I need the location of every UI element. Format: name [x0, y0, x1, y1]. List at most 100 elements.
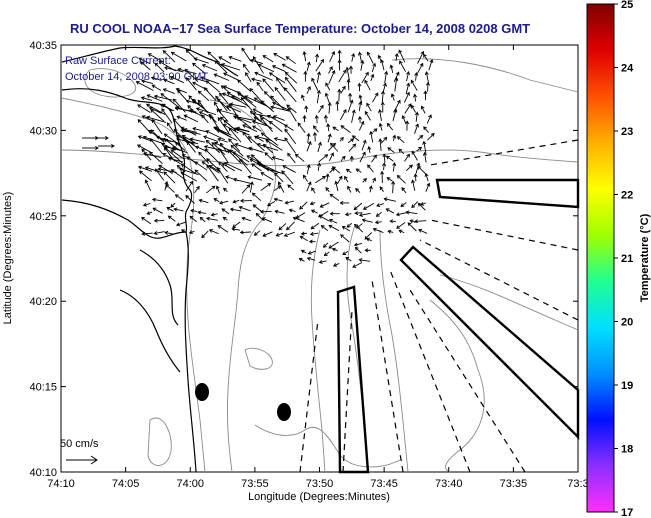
current-vector — [309, 201, 316, 206]
current-vector — [401, 187, 407, 194]
current-vector — [345, 66, 350, 81]
x-tick-label: 73:3 — [567, 478, 588, 490]
current-vector — [328, 224, 340, 232]
current-vector — [320, 224, 329, 232]
current-vector — [344, 212, 352, 217]
current-vector — [348, 65, 354, 74]
current-vector — [181, 229, 187, 234]
current-vector — [340, 125, 351, 133]
current-vector — [425, 182, 431, 192]
current-vector — [423, 90, 428, 101]
current-vector — [143, 152, 162, 158]
colorbar-tick-label: 22 — [621, 190, 633, 202]
current-vector — [405, 120, 410, 131]
current-vector — [386, 122, 394, 131]
current-vector — [334, 180, 339, 192]
current-vector — [412, 93, 418, 102]
current-vector — [372, 177, 376, 183]
current-vector — [344, 175, 349, 183]
current-vector — [399, 60, 407, 72]
current-vector — [311, 187, 316, 194]
current-vector — [398, 148, 405, 155]
current-vector — [297, 122, 306, 133]
current-vector — [339, 136, 344, 142]
current-vector — [189, 215, 198, 223]
current-vector — [211, 142, 226, 156]
current-vector — [141, 79, 154, 85]
current-vector — [423, 53, 429, 62]
current-vector — [395, 212, 407, 217]
current-vector — [329, 193, 340, 201]
current-vector — [249, 110, 261, 122]
current-vector — [394, 77, 399, 92]
current-vector — [364, 110, 371, 121]
radial-dashed-lines — [299, 139, 579, 473]
dashed-line — [342, 309, 353, 473]
current-vector — [327, 133, 332, 143]
surface-current-vectors — [82, 47, 435, 268]
current-vector — [392, 162, 397, 172]
current-vector — [152, 207, 163, 214]
current-vector — [298, 257, 305, 262]
current-vector — [162, 50, 176, 63]
current-vector — [358, 258, 371, 263]
current-vector — [153, 231, 165, 236]
current-vector — [382, 153, 387, 163]
current-vector — [191, 98, 206, 110]
current-vector — [410, 79, 418, 91]
current-vector — [274, 86, 286, 101]
current-vector — [380, 59, 385, 71]
current-vector — [272, 101, 289, 111]
current-vector — [302, 174, 309, 182]
colorbar: 25 24 23 22 21 20 19 18 17 Temperature (°C) — [586, 0, 651, 518]
colorbar-label: Temperature (°C) — [639, 213, 651, 302]
current-vector — [414, 219, 427, 224]
current-vector — [302, 51, 307, 62]
dashed-line — [429, 139, 579, 166]
current-vector — [240, 198, 252, 203]
colorbar-tick-label: 24 — [621, 63, 634, 75]
dashed-line — [409, 289, 526, 473]
wind-lease-zones — [336, 178, 580, 474]
current-vector — [201, 161, 220, 174]
current-vector — [252, 204, 262, 212]
current-vector — [204, 148, 219, 163]
current-vector — [153, 94, 173, 101]
current-vector — [368, 185, 373, 193]
current-vector — [324, 92, 330, 104]
current-vector — [405, 210, 418, 215]
current-vector — [232, 177, 252, 185]
current-vector — [274, 209, 285, 214]
map-panel: Raw Surface Current: October 14, 2008 03… — [60, 44, 580, 474]
current-vector — [347, 185, 352, 193]
current-vector — [146, 115, 167, 123]
current-vector — [261, 217, 273, 223]
current-vector — [328, 70, 336, 84]
current-vector — [231, 227, 240, 232]
current-vector — [201, 230, 209, 239]
current-vector — [406, 70, 411, 82]
current-vector — [178, 167, 199, 176]
current-vector — [392, 108, 398, 122]
current-vector — [310, 222, 320, 230]
current-vector — [270, 105, 290, 112]
current-vector — [174, 194, 184, 202]
current-vector — [252, 111, 276, 119]
current-vector — [232, 127, 250, 136]
current-vector — [223, 187, 228, 193]
current-vector — [318, 215, 330, 222]
current-vector — [319, 202, 330, 208]
current-vector — [357, 82, 362, 92]
current-vector — [424, 71, 430, 84]
current-vector — [200, 76, 220, 85]
current-vector — [309, 231, 319, 236]
current-vector — [327, 101, 332, 114]
current-vector — [317, 162, 322, 171]
current-vector — [229, 149, 248, 166]
current-vector — [144, 166, 164, 174]
station-marker — [195, 383, 209, 401]
current-vector — [141, 148, 152, 161]
current-vector — [169, 75, 184, 84]
current-vector — [264, 152, 274, 161]
current-vector — [149, 151, 163, 164]
